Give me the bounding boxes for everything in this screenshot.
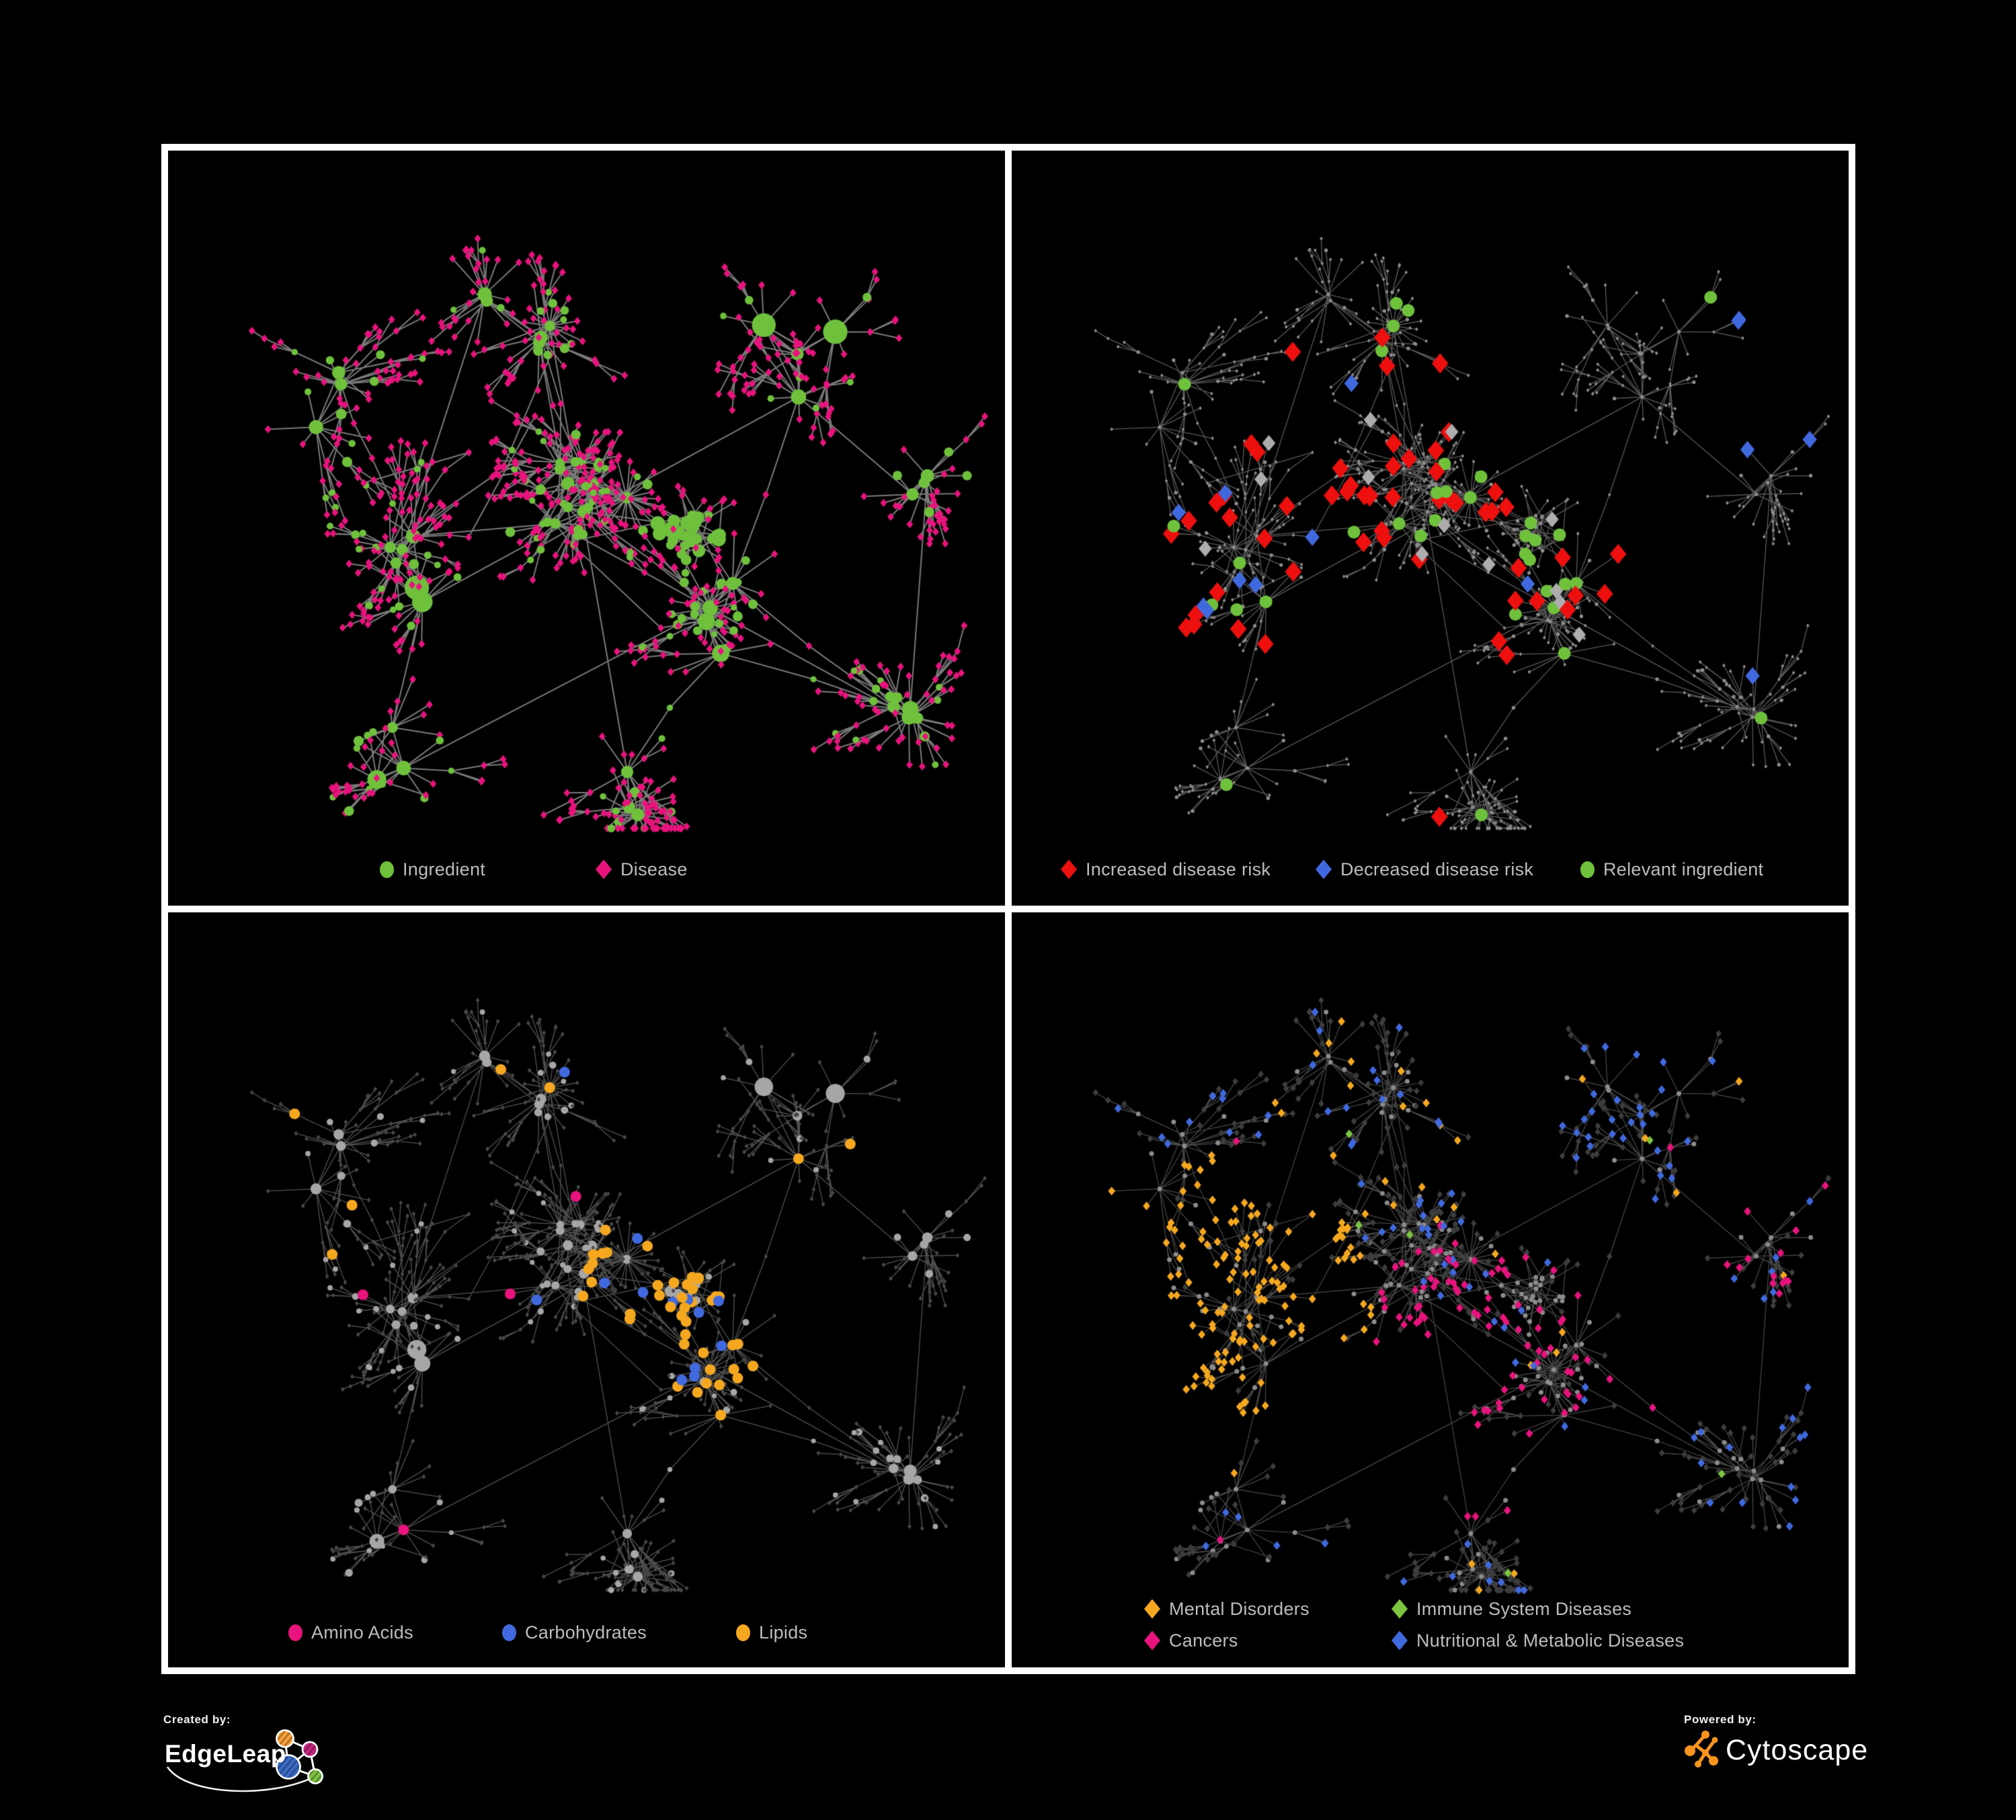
powered-by-label: Powered by:: [1684, 1713, 1757, 1726]
disease-class-network-graph: [1012, 912, 1849, 1667]
panel-disease-risk-network: Increased disease risk Decreased disease …: [1012, 151, 1849, 906]
ingredient-disease-network-graph: [168, 151, 1005, 906]
cytoscape-wordmark: Cytoscape: [1726, 1733, 1869, 1766]
edgeleap-wordmark: EdgeLeap: [165, 1740, 286, 1768]
cytoscape-icon: [1685, 1731, 1718, 1768]
created-by-block: Created by: EdgeLeap: [163, 1713, 499, 1814]
edgeleap-swoosh: [166, 1766, 316, 1792]
panel-nutrient-class-network: Amino Acids Carbohydrates Lipids: [168, 912, 1005, 1667]
disease-risk-network-graph: [1012, 151, 1849, 906]
powered-by-block: Powered by: Cytoscape: [1684, 1713, 1966, 1787]
panel-disease-class-network: Mental Disorders Immune System Diseases Ca…: [1012, 912, 1849, 1667]
edgeleap-logo: [166, 1729, 323, 1792]
created-by-label: Created by:: [163, 1713, 231, 1726]
nutrient-class-network-graph: [168, 912, 1005, 1667]
panel-ingredient-disease-network: Ingredient Disease: [168, 151, 1005, 906]
panel-grid: Ingredient Disease Increased disease risk…: [161, 144, 1855, 1674]
figure-frame: Ingredient Disease Increased disease risk…: [161, 144, 1855, 1674]
